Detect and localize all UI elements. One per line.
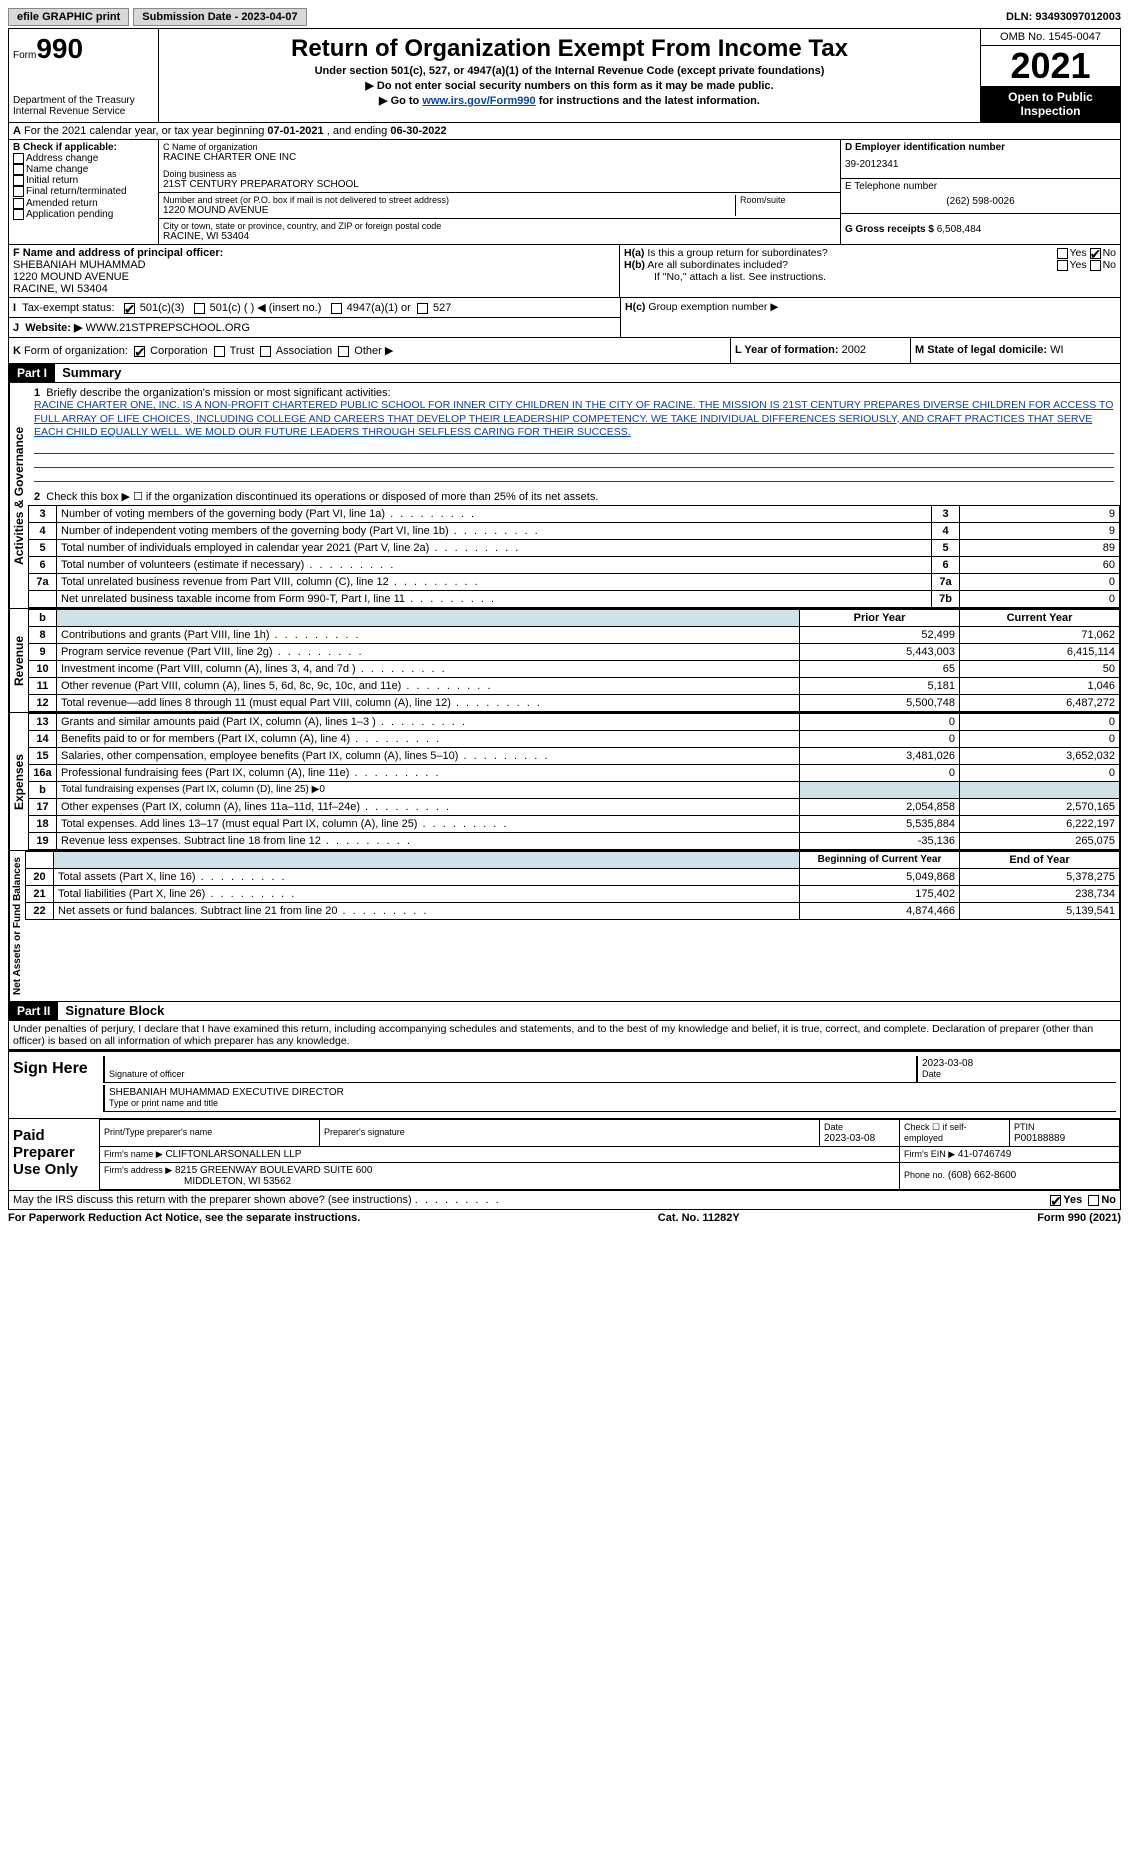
- section-k: K Form of organization: Corporation Trus…: [9, 338, 730, 363]
- section-f: F Name and address of principal officer:…: [9, 245, 620, 297]
- revenue-section: Revenue bPrior YearCurrent Year 8Contrib…: [8, 609, 1121, 713]
- section-hc: H(c) Group exemption number ▶: [620, 298, 1120, 337]
- officer-name: SHEBANIAH MUHAMMAD: [13, 259, 615, 271]
- mission-text: RACINE CHARTER ONE, INC. IS A NON-PROFIT…: [34, 399, 1113, 438]
- section-j: J Website: ▶ WWW.21STPREPSCHOOL.ORG: [9, 318, 620, 337]
- vtab-netassets: Net Assets or Fund Balances: [9, 851, 25, 1001]
- hb-no[interactable]: [1090, 260, 1101, 271]
- city-state-zip: RACINE, WI 53404: [163, 231, 836, 242]
- section-b: B Check if applicable: Address change Na…: [9, 140, 159, 244]
- firm-phone: (608) 662-8600: [948, 1170, 1016, 1181]
- discuss-row: May the IRS discuss this return with the…: [8, 1191, 1121, 1210]
- org-name: RACINE CHARTER ONE INC: [163, 152, 836, 163]
- section-l: L Year of formation: 2002: [730, 338, 910, 363]
- chk-initial[interactable]: Initial return: [13, 175, 154, 186]
- expenses-table: 13Grants and similar amounts paid (Part …: [28, 713, 1120, 850]
- penalty-text: Under penalties of perjury, I declare th…: [8, 1021, 1121, 1050]
- officer-group-block: F Name and address of principal officer:…: [8, 245, 1121, 298]
- page-footer: For Paperwork Reduction Act Notice, see …: [8, 1212, 1121, 1224]
- firm-ein: 41-0746749: [958, 1149, 1011, 1160]
- expenses-section: Expenses 13Grants and similar amounts pa…: [8, 713, 1121, 851]
- chk-address[interactable]: Address change: [13, 153, 154, 164]
- netassets-table: Beginning of Current YearEnd of Year 20T…: [25, 851, 1120, 920]
- form-header: Form990 Department of the Treasury Inter…: [8, 28, 1121, 123]
- tax-year: 2021: [981, 46, 1120, 86]
- chk-4947[interactable]: [331, 303, 342, 314]
- hb-yes[interactable]: [1057, 260, 1068, 271]
- discuss-no[interactable]: [1088, 1195, 1099, 1206]
- section-a: A For the 2021 calendar year, or tax yea…: [8, 123, 1121, 140]
- phone: (262) 598-0026: [845, 192, 1116, 211]
- section-d-e-g: D Employer identification number 39-2012…: [840, 140, 1120, 244]
- part1-header: Part I Summary: [8, 364, 1121, 383]
- entity-block: B Check if applicable: Address change Na…: [8, 140, 1121, 245]
- form-subtitle: Under section 501(c), 527, or 4947(a)(1)…: [165, 65, 974, 77]
- governance-table: 3Number of voting members of the governi…: [28, 505, 1120, 608]
- firm-name: CLIFTONLARSONALLEN LLP: [165, 1149, 301, 1160]
- sign-here-label: Sign Here: [9, 1052, 99, 1118]
- open-inspection: Open to Public Inspection: [981, 86, 1120, 122]
- revenue-table: bPrior YearCurrent Year 8Contributions a…: [28, 609, 1120, 712]
- activities-governance: Activities & Governance 1 Briefly descri…: [8, 383, 1121, 609]
- irs-label: Internal Revenue Service: [13, 106, 154, 117]
- dln: DLN: 93493097012003: [1006, 11, 1121, 23]
- vtab-expenses: Expenses: [9, 713, 28, 850]
- section-c: C Name of organization RACINE CHARTER ON…: [159, 140, 840, 244]
- chk-final[interactable]: Final return/terminated: [13, 186, 154, 197]
- chk-501c[interactable]: [194, 303, 205, 314]
- street-address: 1220 MOUND AVENUE: [163, 205, 731, 216]
- chk-pending[interactable]: Application pending: [13, 209, 154, 220]
- discuss-yes[interactable]: [1050, 1195, 1061, 1206]
- section-h: H(a) Is this a group return for subordin…: [620, 245, 1120, 297]
- paid-preparer-block: Paid Preparer Use Only Print/Type prepar…: [8, 1119, 1121, 1191]
- chk-corp[interactable]: [134, 346, 145, 357]
- vtab-governance: Activities & Governance: [9, 383, 28, 608]
- chk-other[interactable]: [338, 346, 349, 357]
- chk-501c3[interactable]: [124, 303, 135, 314]
- dept-treasury: Department of the Treasury: [13, 95, 154, 106]
- status-website-block: I Tax-exempt status: 501(c)(3) 501(c) ( …: [8, 298, 1121, 338]
- vtab-revenue: Revenue: [9, 609, 28, 712]
- goto-line: ▶ Go to www.irs.gov/Form990 for instruct…: [165, 94, 974, 107]
- paid-preparer-label: Paid Preparer Use Only: [9, 1119, 99, 1190]
- dba-name: 21ST CENTURY PREPARATORY SCHOOL: [163, 179, 836, 190]
- form-word: Form: [13, 50, 36, 61]
- officer-name-title: SHEBANIAH MUHAMMAD EXECUTIVE DIRECTORTyp…: [103, 1085, 1116, 1112]
- omb-number: OMB No. 1545-0047: [981, 29, 1120, 46]
- chk-527[interactable]: [417, 303, 428, 314]
- chk-trust[interactable]: [214, 346, 225, 357]
- ha-no[interactable]: [1090, 248, 1101, 259]
- submission-date: Submission Date - 2023-04-07: [133, 8, 306, 26]
- ssn-warning: ▶ Do not enter social security numbers o…: [165, 79, 974, 92]
- form-title: Return of Organization Exempt From Incom…: [165, 35, 974, 63]
- ein: 39-2012341: [845, 153, 1116, 176]
- website: WWW.21STPREPSCHOOL.ORG: [85, 322, 249, 334]
- officer-signature[interactable]: Signature of officer: [103, 1056, 916, 1083]
- irs-link[interactable]: www.irs.gov/Form990: [422, 95, 535, 107]
- netassets-section: Net Assets or Fund Balances Beginning of…: [8, 851, 1121, 1002]
- efile-badge: efile GRAPHIC print: [8, 8, 129, 26]
- chk-name[interactable]: Name change: [13, 164, 154, 175]
- section-m: M State of legal domicile: WI: [910, 338, 1120, 363]
- form-number: 990: [36, 33, 83, 64]
- form-org-block: K Form of organization: Corporation Trus…: [8, 338, 1121, 364]
- chk-amended[interactable]: Amended return: [13, 198, 154, 209]
- section-i: I Tax-exempt status: 501(c)(3) 501(c) ( …: [9, 298, 620, 318]
- sign-here-block: Sign Here Signature of officer 2023-03-0…: [8, 1050, 1121, 1119]
- topbar: efile GRAPHIC print Submission Date - 20…: [8, 8, 1121, 26]
- gross-receipts: 6,508,484: [937, 224, 982, 235]
- part2-header: Part II Signature Block: [8, 1002, 1121, 1021]
- ha-yes[interactable]: [1057, 248, 1068, 259]
- chk-assoc[interactable]: [260, 346, 271, 357]
